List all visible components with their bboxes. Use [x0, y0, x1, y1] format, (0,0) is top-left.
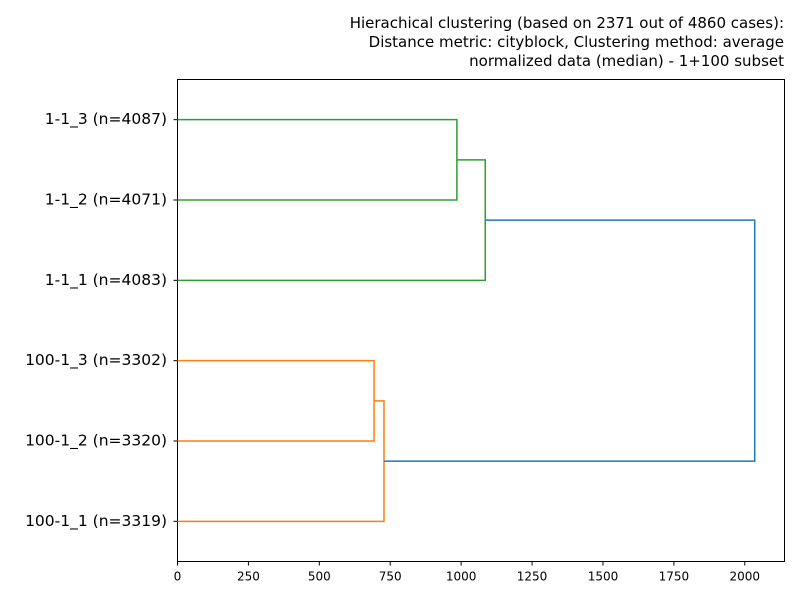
x-tick-label: 2000 [730, 570, 761, 584]
x-tick-label: 0 [174, 570, 182, 584]
leaf-label: 1-1_1 (n=4083) [45, 271, 167, 290]
x-tick-label: 1250 [517, 570, 548, 584]
dendrogram-link [383, 219, 756, 462]
dendrogram-link [177, 400, 385, 523]
leaf-label: 1-1_2 (n=4071) [45, 191, 167, 210]
leaf-label: 100-1_3 (n=3302) [25, 351, 167, 370]
x-tick-label: 1500 [588, 570, 619, 584]
dendrogram-link [177, 359, 375, 442]
chart-title-line: Hierachical clustering (based on 2371 ou… [350, 14, 784, 32]
leaf-labels: 1-1_3 (n=4087) 1-1_2 (n=4071) 1-1_1 (n=408… [25, 110, 178, 531]
plot-frame [177, 79, 785, 562]
x-tick-label: 500 [308, 570, 331, 584]
chart-title-line: Distance metric: cityblock, Clustering m… [369, 33, 784, 51]
leaf-label: 1-1_3 (n=4087) [45, 110, 167, 129]
dendrogram-links [177, 118, 756, 523]
x-tick-label: 1000 [446, 570, 477, 584]
dendrogram-link [177, 159, 487, 282]
x-axis: 0 250 500 750 1000 1250 1500 1750 2000 [174, 561, 761, 584]
dendrogram-link [177, 118, 458, 201]
leaf-label: 100-1_1 (n=3319) [25, 512, 167, 531]
x-tick-label: 750 [379, 570, 402, 584]
chart-title-line: normalized data (median) - 1+100 subset [469, 52, 784, 70]
chart-title: Hierachical clustering (based on 2371 ou… [350, 14, 784, 70]
x-tick-label: 250 [237, 570, 260, 584]
x-tick-label: 1750 [659, 570, 690, 584]
leaf-label: 100-1_2 (n=3320) [25, 432, 167, 451]
